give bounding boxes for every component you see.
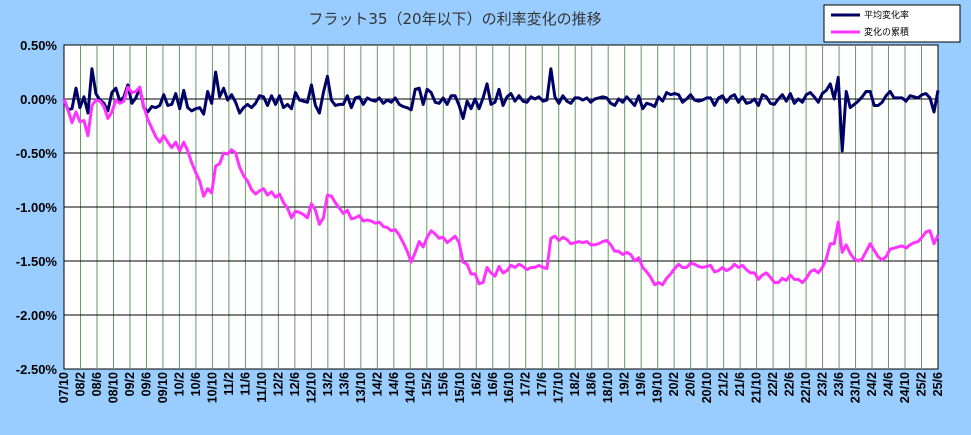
x-tick-label: 10/2: [172, 372, 186, 396]
x-tick-label: 20/2: [667, 372, 681, 396]
x-tick-label: 19/6: [634, 372, 648, 396]
y-tick-label: 0.00%: [20, 92, 57, 107]
x-tick-label: 16/2: [469, 372, 483, 396]
x-tick-label: 22/10: [799, 372, 813, 403]
x-tick-label: 25/2: [915, 372, 929, 396]
chart-title: フラット35（20年以下）の利率変化の推移: [308, 10, 601, 28]
x-tick-label: 18/2: [568, 372, 582, 396]
x-tick-label: 22/6: [783, 372, 797, 396]
x-tick-label: 24/2: [865, 372, 879, 396]
legend-box: [823, 4, 961, 43]
y-tick-label: -0.50%: [16, 146, 58, 161]
x-tick-label: 13/6: [337, 372, 351, 396]
x-tick-label: 17/6: [535, 372, 549, 396]
y-axis-tick-labels: 0.50% 0.00% -0.50% -1.00% -1.50% -2.00% -2.50%: [16, 38, 58, 377]
x-tick-label: 21/2: [717, 372, 731, 396]
x-tick-label: 15/6: [436, 372, 450, 396]
x-tick-label: 10/6: [189, 372, 203, 396]
x-tick-label: 24/6: [882, 372, 896, 396]
x-tick-label: 12/2: [271, 372, 285, 396]
x-tick-label: 22/2: [766, 372, 780, 396]
x-tick-label: 15/10: [453, 372, 467, 403]
x-tick-label: 09/6: [139, 372, 153, 396]
x-tick-label: 13/2: [321, 372, 335, 396]
x-tick-label: 19/10: [651, 372, 665, 403]
legend-label-cumulative: 変化の累積: [864, 26, 909, 38]
x-tick-label: 23/10: [849, 372, 863, 403]
series-line-monthly-change: [62, 67, 940, 153]
x-tick-label: 14/2: [370, 372, 384, 396]
x-tick-label: 17/10: [552, 372, 566, 403]
x-tick-label: 11/10: [255, 372, 269, 403]
x-tick-label: 19/2: [618, 372, 632, 396]
x-tick-label: 09/10: [156, 372, 170, 403]
x-tick-label: 17/2: [519, 372, 533, 396]
x-tick-label: 18/10: [601, 372, 615, 403]
y-tick-label: -2.50%: [16, 362, 58, 377]
x-tick-label: 24/10: [898, 372, 912, 403]
x-tick-label: 14/6: [387, 372, 401, 396]
x-tick-label: 07/10: [57, 372, 71, 403]
x-tick-label: 09/2: [123, 372, 137, 396]
x-tick-label: 20/10: [700, 372, 714, 403]
y-tick-label: -1.50%: [16, 254, 58, 269]
x-tick-label: 11/2: [222, 372, 236, 396]
x-tick-label: 23/2: [816, 372, 830, 396]
x-tick-label: 16/6: [486, 372, 500, 396]
y-tick-label: 0.50%: [20, 38, 57, 53]
legend: 平均変化率 変化の累積: [823, 4, 961, 43]
x-tick-label: 18/6: [585, 372, 599, 396]
series-line-cumulative-change: [62, 85, 940, 287]
x-tick-label: 10/10: [205, 372, 219, 403]
x-tick-label: 14/10: [403, 372, 417, 403]
y-tick-label: -2.00%: [16, 308, 58, 323]
x-tick-label: 08/10: [106, 372, 120, 403]
x-tick-label: 20/6: [684, 372, 698, 396]
x-tick-label: 12/6: [288, 372, 302, 396]
series-layer: [62, 67, 940, 287]
x-tick-label: 11/6: [238, 372, 252, 396]
x-tick-label: 21/10: [750, 372, 764, 403]
x-axis-tick-labels: 07/10 08/2 08/6 08/10 09/2 09/6 09/10 10/2 10/6 1…: [57, 372, 945, 403]
x-tick-label: 12/10: [304, 372, 318, 403]
x-tick-label: 23/6: [832, 372, 846, 396]
x-tick-label: 15/2: [420, 372, 434, 396]
x-tick-label: 16/10: [502, 372, 516, 403]
legend-label-monthly: 平均変化率: [864, 9, 909, 21]
x-tick-label: 21/6: [733, 372, 747, 396]
y-tick-label: -1.00%: [16, 200, 58, 215]
x-tick-label: 25/6: [931, 372, 945, 396]
x-tick-label: 08/6: [90, 372, 104, 396]
x-tick-label: 13/10: [354, 372, 368, 403]
x-tick-label: 08/2: [73, 372, 87, 396]
